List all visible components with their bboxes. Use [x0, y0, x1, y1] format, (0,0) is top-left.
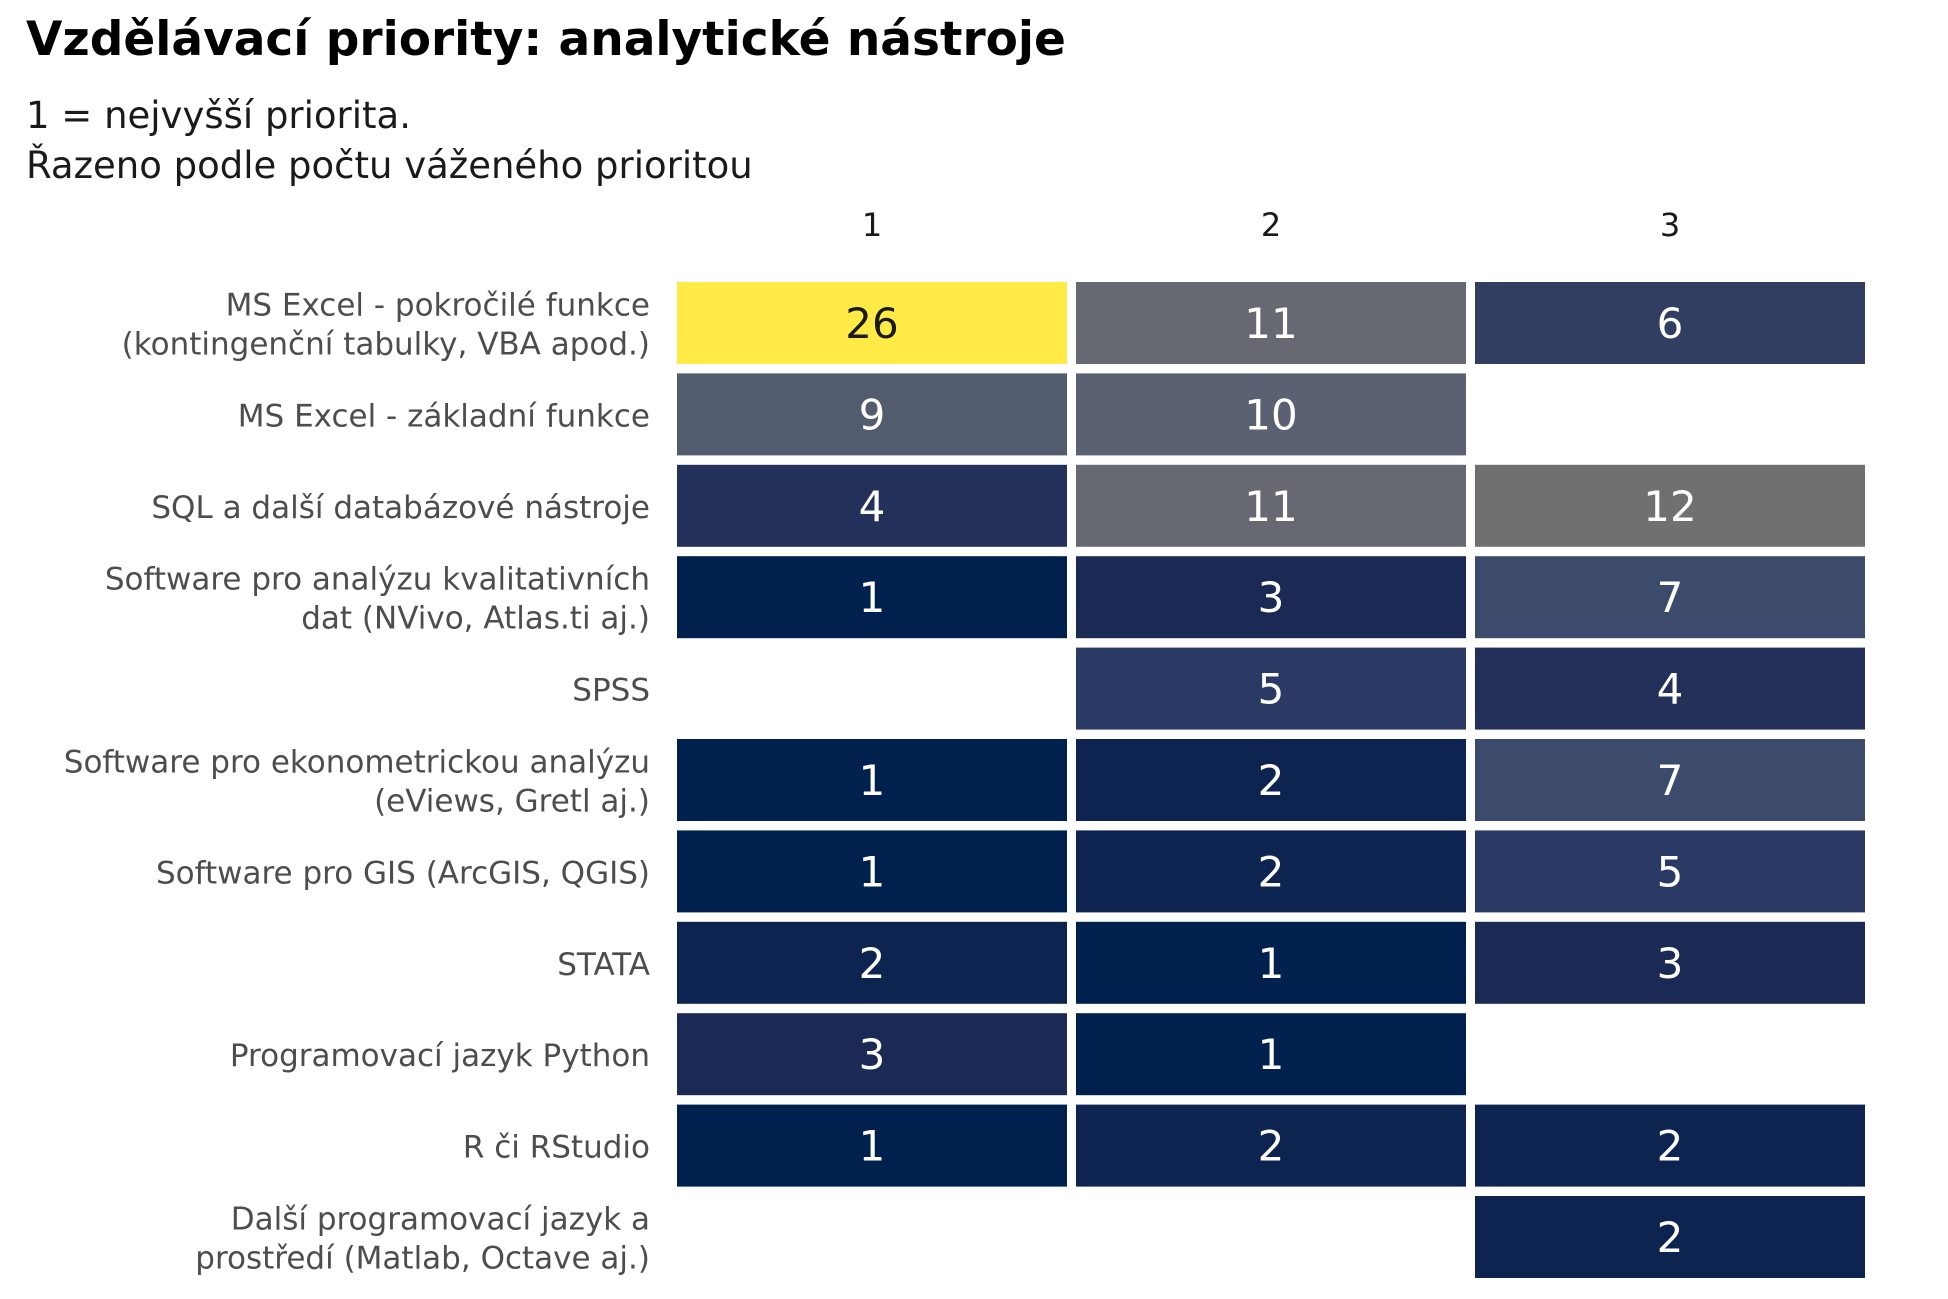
- heatmap-cell: [1076, 373, 1466, 456]
- heatmap-cell: [677, 921, 1067, 1004]
- heatmap-cell-label: 6: [1657, 299, 1684, 348]
- y-tick-label-line: Software pro analýzu kvalitativních: [105, 562, 650, 598]
- chart-subtitle-line-1: 1 = nejvyšší priorita.: [26, 94, 411, 137]
- heatmap-cell: [1475, 647, 1865, 730]
- y-tick-label-line: SQL a další databázové nástroje: [151, 490, 650, 526]
- heatmap-cell: [1475, 556, 1865, 639]
- heatmap-cell: [677, 373, 1067, 456]
- heatmap-cell-label: 7: [1657, 573, 1684, 622]
- y-tick-label-line: dat (NVivo, Atlas.ti aj.): [301, 601, 650, 637]
- heatmap-cell: [1076, 1104, 1466, 1187]
- y-tick-label: SPSS: [572, 673, 650, 709]
- y-tick-label: R či RStudio: [463, 1130, 650, 1166]
- x-tick-label: 3: [1660, 206, 1680, 244]
- y-tick-label: STATA: [557, 947, 650, 983]
- heatmap-cell-label: 3: [859, 1030, 886, 1079]
- heatmap-cell: [1475, 282, 1865, 364]
- y-axis-labels: MS Excel - pokročilé funkce (kontingenční…: [64, 288, 650, 1277]
- heatmap-cell: [1475, 1196, 1865, 1278]
- y-tick-label-line: MS Excel - pokročilé funkce: [226, 288, 650, 324]
- heatmap-cell: [677, 464, 1067, 547]
- y-tick-label-line: MS Excel - základní funkce: [238, 398, 650, 434]
- heatmap-cell: [677, 830, 1067, 913]
- heatmap-cell-label: 2: [859, 939, 886, 988]
- y-tick-label-line: prostředí (Matlab, Octave aj.): [195, 1241, 650, 1277]
- heatmap-cell-label: 12: [1643, 482, 1696, 531]
- chart-subtitle-line-2: Řazeno podle počtu váženého prioritou: [26, 144, 753, 187]
- y-tick-label-line: Software pro GIS (ArcGIS, QGIS): [156, 855, 650, 891]
- chart-title: Vzdělávací priority: analytické nástroje: [26, 12, 1066, 67]
- heatmap-cell-label: 2: [1657, 1213, 1684, 1262]
- heatmap-cell: [1076, 464, 1466, 547]
- y-tick-label: Software pro analýzu kvalitativních dat (…: [105, 562, 650, 637]
- heatmap-cell-label: 5: [1657, 847, 1684, 896]
- heatmap-cell-label: 1: [859, 573, 886, 622]
- heatmap-cell-label: 7: [1657, 756, 1684, 805]
- heatmap-cell-label: 11: [1244, 482, 1297, 531]
- y-tick-label: Software pro GIS (ArcGIS, QGIS): [156, 855, 650, 891]
- heatmap-cell: [1475, 1104, 1865, 1187]
- y-tick-label-line: (eViews, Gretl aj.): [374, 784, 650, 820]
- heatmap-cell-label: 1: [859, 756, 886, 805]
- heatmap-cell: [1076, 556, 1466, 639]
- heatmap-cell: [1076, 282, 1466, 364]
- y-tick-label-line: R či RStudio: [463, 1130, 650, 1166]
- heatmap-cell: [1076, 1013, 1466, 1096]
- heatmap-cell-label: 3: [1258, 573, 1285, 622]
- heatmap-cell-label: 1: [1258, 1030, 1285, 1079]
- x-tick-label: 1: [862, 206, 882, 244]
- heatmap-cell-label: 5: [1258, 665, 1285, 714]
- heatmap-cell-label: 9: [859, 390, 886, 439]
- heatmap-cell: [1475, 739, 1865, 821]
- heatmap-cell: [1076, 921, 1466, 1004]
- heatmap-cell-label: 11: [1244, 299, 1297, 348]
- y-tick-label: Další programovací jazyk a prostředí (Mat…: [195, 1202, 650, 1277]
- y-tick-label-line: Software pro ekonometrickou analýzu: [64, 745, 650, 781]
- heatmap-cell-label: 2: [1258, 1122, 1285, 1171]
- x-tick-label: 2: [1261, 206, 1281, 244]
- y-tick-label: Programovací jazyk Python: [230, 1038, 650, 1074]
- heatmap-cell: [677, 739, 1067, 821]
- heatmap-cell: [677, 1013, 1067, 1096]
- heatmap-cell: [677, 556, 1067, 639]
- y-tick-label: MS Excel - základní funkce: [238, 398, 650, 434]
- heatmap-cell-label: 2: [1258, 756, 1285, 805]
- y-tick-label: Software pro ekonometrickou analýzu (eVie…: [64, 745, 650, 820]
- heatmap-cell: [1475, 464, 1865, 547]
- heatmap-cell-label: 3: [1657, 939, 1684, 988]
- heatmap-cell-label: 26: [845, 299, 898, 348]
- heatmap-cell: [1475, 921, 1865, 1004]
- heatmap-cell-label: 1: [1258, 939, 1285, 988]
- y-tick-label: SQL a další databázové nástroje: [151, 490, 650, 526]
- heatmap-cell: [677, 282, 1067, 364]
- y-tick-label-line: Další programovací jazyk a: [231, 1202, 650, 1238]
- y-tick-label-line: (kontingenční tabulky, VBA apod.): [122, 327, 650, 363]
- y-tick-label-line: SPSS: [572, 673, 650, 709]
- heatmap-cell-label: 1: [859, 847, 886, 896]
- heatmap-cell: [677, 1104, 1067, 1187]
- heatmap-cell: [1475, 830, 1865, 913]
- heatmap-cell: [1076, 739, 1466, 821]
- heatmap-cell-label: 4: [859, 482, 886, 531]
- heatmap-cell-label: 10: [1244, 390, 1297, 439]
- heatmap-cell-label: 1: [859, 1122, 886, 1171]
- heatmap-cells: 26 11 69 104 11 121 3 75 41 2 71 2 52 1 33 11 2 22: [677, 282, 1865, 1278]
- x-axis-labels: 1 2 3: [862, 206, 1680, 244]
- y-tick-label-line: STATA: [557, 947, 650, 983]
- heatmap-cell: [1076, 647, 1466, 730]
- heatmap-cell-label: 2: [1258, 847, 1285, 896]
- heatmap-cell-label: 2: [1657, 1122, 1684, 1171]
- y-tick-label: MS Excel - pokročilé funkce (kontingenční…: [122, 288, 650, 363]
- heatmap-cell: [1076, 830, 1466, 913]
- y-tick-label-line: Programovací jazyk Python: [230, 1038, 650, 1074]
- heatmap-cell-label: 4: [1657, 665, 1684, 714]
